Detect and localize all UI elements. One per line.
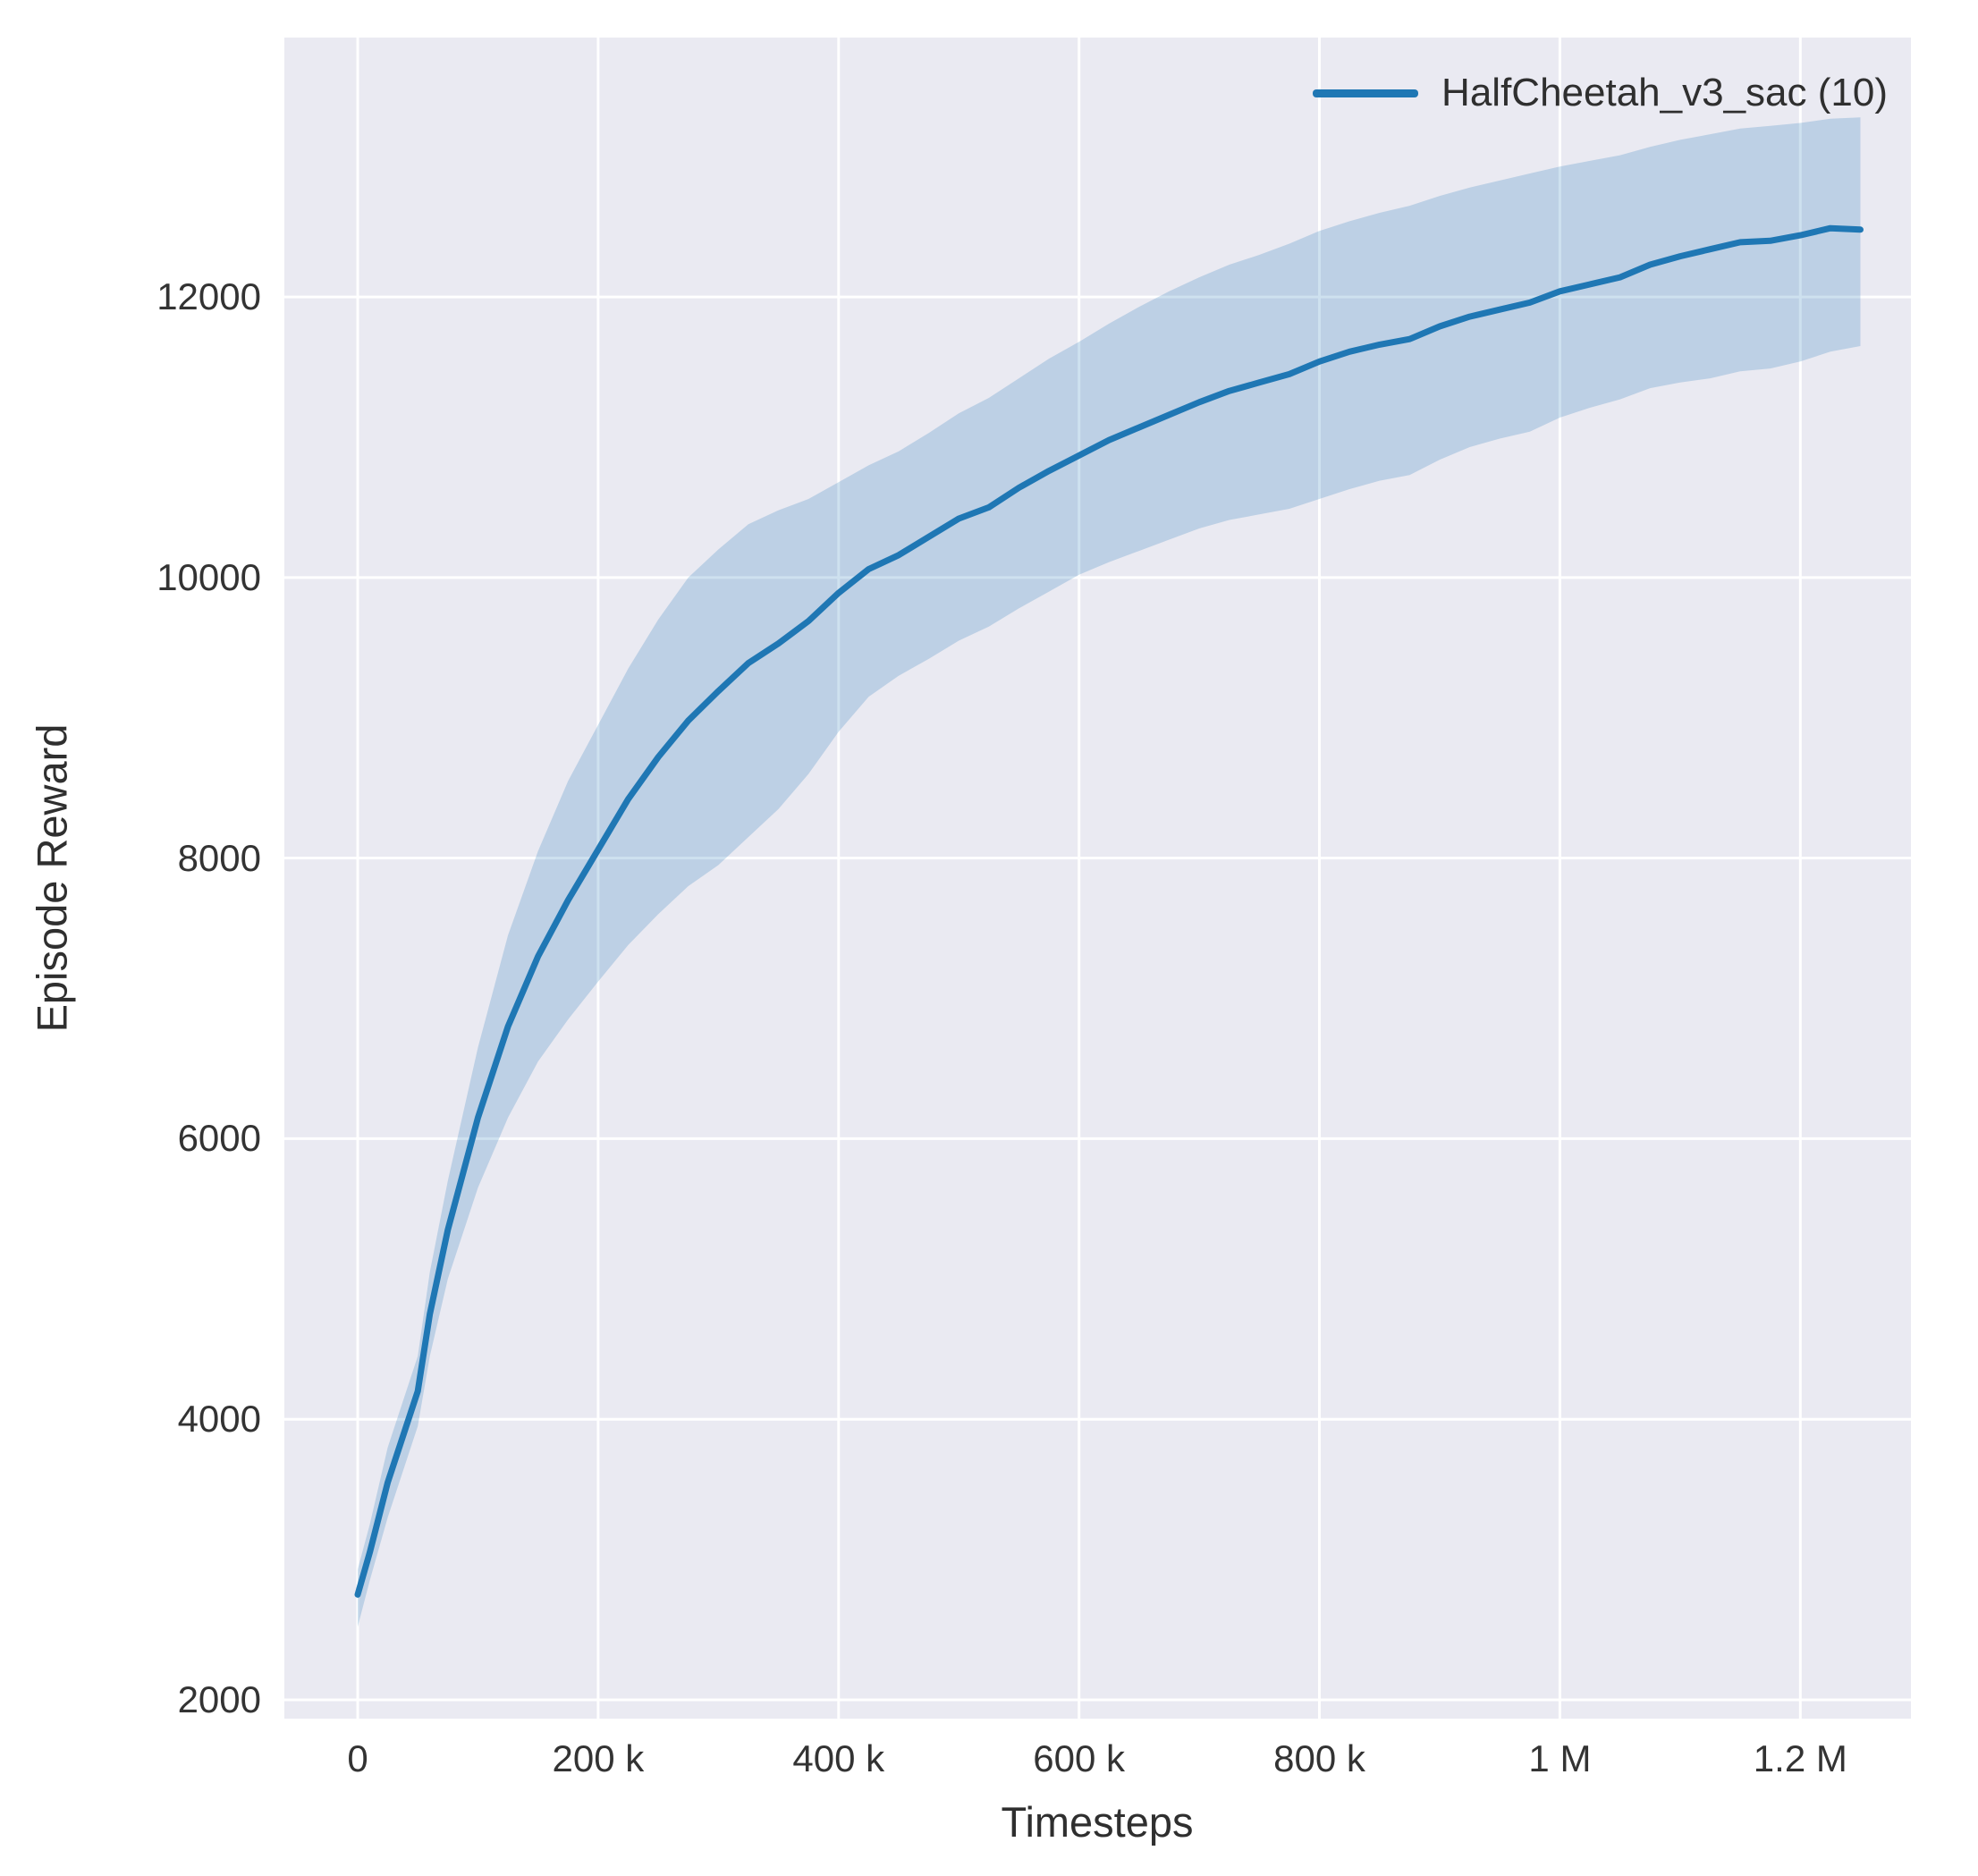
mean-line [354,224,1864,1598]
plot-area: HalfCheetah_v3_sac (10) [284,38,1911,1719]
chart-canvas [284,38,1911,1719]
legend-line-swatch [1313,89,1419,97]
legend-label: HalfCheetah_v3_sac (10) [1441,71,1888,114]
y-axis-label: Episode Reward [28,723,76,1033]
y-tick-label: 4000 [177,1398,261,1441]
y-tick-label: 12000 [156,275,261,318]
legend: HalfCheetah_v3_sac (10) [1304,68,1897,118]
x-tick-label: 1 M [1528,1737,1592,1779]
x-axis-label: Timesteps [1001,1798,1194,1846]
x-tick-label: 600 k [1033,1737,1126,1779]
x-tick-label: 0 [347,1737,368,1779]
y-tick-label: 10000 [156,555,261,598]
x-tick-label: 400 k [792,1737,885,1779]
confidence-band [358,117,1861,1627]
y-tick-label: 8000 [177,836,261,879]
y-tick-label: 6000 [177,1117,261,1160]
x-tick-label: 800 k [1273,1737,1365,1779]
y-tick-label: 2000 [177,1677,261,1720]
x-tick-label: 1.2 M [1753,1737,1847,1779]
x-tick-label: 200 k [552,1737,645,1779]
